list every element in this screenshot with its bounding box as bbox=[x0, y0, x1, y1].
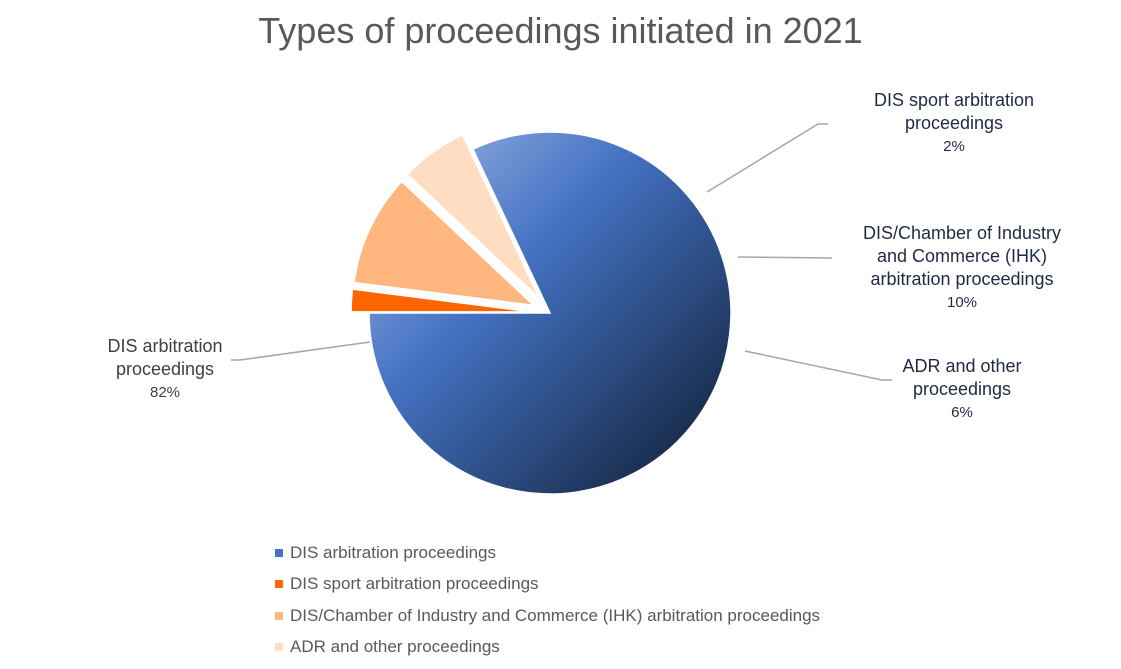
data-label-text: proceedings bbox=[905, 113, 1003, 133]
legend-label: ADR and other proceedings bbox=[290, 637, 500, 657]
data-label-value: 10% bbox=[947, 294, 977, 311]
legend-swatch bbox=[275, 611, 283, 620]
legend-label: DIS/Chamber of Industry and Commerce (IH… bbox=[290, 605, 821, 625]
legend-item-dis-ihk-arbitration: DIS/Chamber of Industry and Commerce (IH… bbox=[275, 600, 820, 632]
legend-item-dis-arbitration: DIS arbitration proceedings bbox=[275, 537, 820, 569]
data-label-text: DIS arbitration bbox=[107, 336, 222, 356]
data-label-text: and Commerce (IHK) bbox=[877, 246, 1047, 266]
legend-label: DIS arbitration proceedings bbox=[290, 542, 497, 562]
legend-swatch bbox=[275, 548, 283, 557]
pie-slice-dis-sport-arbitration bbox=[350, 288, 533, 313]
data-label-value: 6% bbox=[951, 404, 973, 421]
leader-line-adr-other bbox=[744, 350, 892, 381]
data-label-text: arbitration proceedings bbox=[870, 269, 1053, 289]
data-label-dis-sport-arbitration: DIS sport arbitration proceedings 2% bbox=[874, 90, 1034, 155]
chart-title: Types of proceedings initiated in 2021 bbox=[258, 10, 863, 51]
leader-line-dis-sport-arbitration bbox=[706, 123, 828, 193]
data-label-text: ADR and other bbox=[902, 356, 1021, 376]
legend-label: DIS sport arbitration proceedings bbox=[290, 574, 539, 594]
legend-item-dis-sport-arbitration: DIS sport arbitration proceedings bbox=[275, 569, 820, 601]
data-label-value: 82% bbox=[150, 384, 180, 401]
data-label-text: DIS/Chamber of Industry bbox=[863, 223, 1061, 243]
pie-slice-adr-other bbox=[406, 133, 541, 299]
data-label-text: proceedings bbox=[116, 359, 214, 379]
legend-item-adr-other: ADR and other proceedings bbox=[275, 632, 820, 664]
data-label-adr-other: ADR and other proceedings 6% bbox=[902, 356, 1021, 421]
pie-slice-dis-arbitration bbox=[368, 131, 732, 495]
legend-swatch bbox=[275, 643, 283, 652]
legend-swatch bbox=[275, 580, 283, 589]
pie-slice-dis-ihk-arbitration bbox=[353, 180, 536, 307]
data-label-dis-ihk-arbitration: DIS/Chamber of Industry and Commerce (IHK… bbox=[863, 223, 1061, 311]
data-label-value: 2% bbox=[943, 138, 965, 155]
data-label-dis-arbitration: DIS arbitration proceedings 82% bbox=[107, 336, 222, 401]
data-label-text: proceedings bbox=[913, 379, 1011, 399]
data-label-text: DIS sport arbitration bbox=[874, 90, 1034, 110]
chart-legend: DIS arbitration proceedings DIS sport arb… bbox=[275, 537, 820, 663]
leader-line-dis-ihk-arbitration bbox=[737, 256, 833, 259]
leader-line-dis-arbitration bbox=[231, 341, 371, 361]
